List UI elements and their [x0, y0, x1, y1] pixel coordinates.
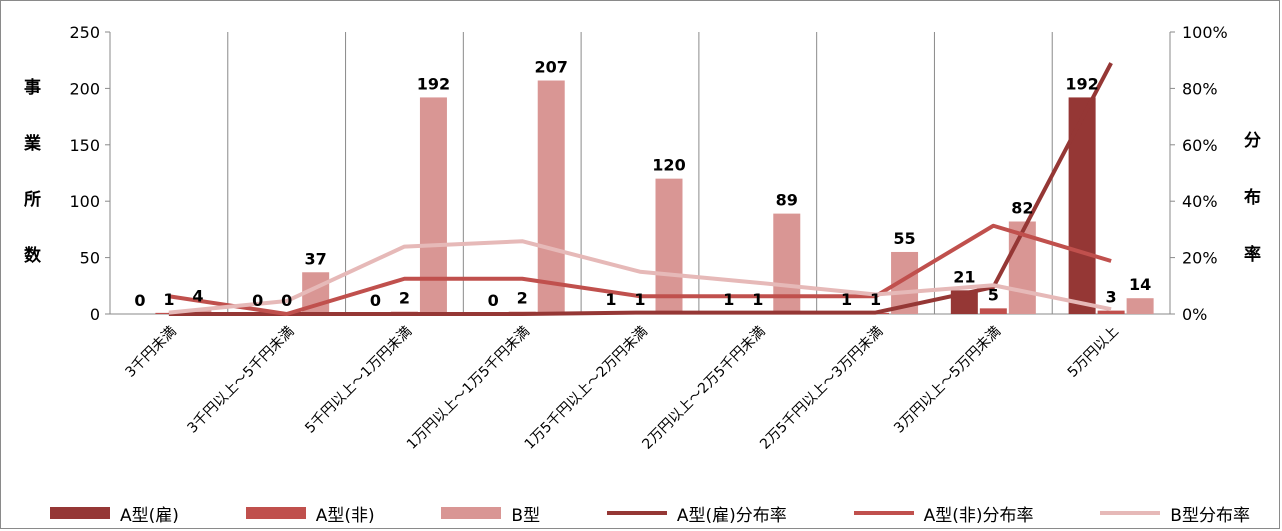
data-label: 120 — [652, 156, 685, 175]
data-label: 0 — [134, 291, 145, 310]
data-label: 0 — [370, 291, 381, 310]
data-label: 2 — [517, 289, 528, 308]
data-label: 4 — [192, 286, 203, 305]
y2-axis-title-char: 率 — [1244, 245, 1261, 265]
y2-axis-title-char: 分 — [1244, 131, 1261, 151]
x-tick-label: 2万円以上～2万5千円未満 — [639, 324, 768, 453]
legend-label: A型(雇)分布率 — [676, 505, 787, 526]
data-label: 1 — [752, 290, 763, 309]
legend: A型(雇) A型(非) B型 A型(雇)分布率 A型(非)分布率 B型分布率 — [50, 500, 1250, 526]
data-label: 14 — [1129, 275, 1151, 294]
legend-swatch — [853, 511, 914, 515]
y-tick-label: 150 — [69, 136, 100, 155]
data-label: 1 — [723, 290, 734, 309]
x-tick-label: 5千円以上～1万円未満 — [302, 324, 415, 437]
x-tick-label: 5万円以上 — [1065, 324, 1122, 381]
y2-axis-title-char: 布 — [1244, 188, 1261, 208]
y-axis-title-char: 所 — [24, 190, 41, 210]
y-tick-label: 100 — [69, 192, 100, 211]
data-label: 192 — [417, 74, 450, 93]
bar — [979, 308, 1007, 314]
data-label: 3 — [1106, 288, 1117, 307]
data-label: 207 — [535, 58, 568, 77]
y-tick-label: 250 — [69, 23, 100, 42]
legend-item: A型(雇) — [50, 501, 179, 526]
legend-swatch — [1100, 511, 1161, 515]
series-line — [168, 62, 1113, 316]
data-label: 82 — [1011, 199, 1033, 218]
y2-tick-label: 20% — [1182, 249, 1218, 268]
y-axis-title-char: 数 — [24, 246, 41, 266]
y-axis-title-char: 業 — [24, 134, 41, 154]
data-label: 1 — [605, 290, 616, 309]
bar — [1126, 298, 1154, 314]
legend-item: A型(非)分布率 — [853, 501, 1034, 526]
data-label: 0 — [281, 291, 292, 310]
data-label: 55 — [893, 229, 915, 248]
legend-label: A型(雇) — [120, 505, 179, 526]
y-axis-title-char: 事 — [24, 78, 41, 98]
data-label: 37 — [305, 249, 327, 268]
data-label: 1 — [870, 290, 881, 309]
y-tick-label: 50 — [80, 249, 100, 268]
bar — [419, 97, 447, 314]
y2-tick-label: 0% — [1182, 305, 1207, 324]
x-tick-label: 2万5千円以上～3万円未満 — [757, 324, 886, 453]
x-tick-label: 1万5千円以上～2万円未満 — [522, 324, 651, 453]
legend-item: B型分布率 — [1100, 501, 1250, 526]
legend-label: B型分布率 — [1170, 505, 1250, 526]
data-label: 0 — [252, 291, 263, 310]
data-label: 0 — [488, 291, 499, 310]
data-label: 1 — [634, 290, 645, 309]
bar — [773, 213, 801, 314]
x-tick-label: 3万円以上～5万円未満 — [891, 324, 1004, 437]
legend-item: B型 — [441, 501, 540, 526]
y-tick-label: 200 — [69, 79, 100, 98]
data-label: 2 — [399, 289, 410, 308]
x-tick-label: 1万円以上～1万5千円未満 — [404, 324, 533, 453]
x-tick-label: 3千円以上～5千円未満 — [184, 324, 297, 437]
legend-swatch — [441, 507, 502, 519]
bar — [1097, 310, 1125, 314]
series-line — [168, 239, 1112, 315]
data-label: 1 — [163, 290, 174, 309]
y-tick-label: 0 — [90, 305, 100, 324]
data-label: 21 — [953, 267, 975, 286]
bar — [655, 178, 683, 314]
legend-label: A型(非) — [315, 505, 375, 526]
data-label: 5 — [988, 285, 999, 304]
legend-swatch — [245, 507, 306, 519]
bar — [537, 80, 565, 314]
series-line — [168, 223, 1112, 316]
x-tick-label: 3千円未満 — [122, 324, 179, 381]
data-label: 89 — [776, 191, 798, 210]
legend-label: B型 — [511, 505, 541, 526]
legend-item: A型(雇)分布率 — [606, 501, 787, 526]
data-label: 1 — [841, 290, 852, 309]
legend-swatch — [50, 507, 110, 519]
legend-item: A型(非) — [245, 501, 375, 526]
y2-tick-label: 80% — [1182, 79, 1218, 98]
legend-swatch — [606, 511, 667, 515]
bar — [1068, 97, 1096, 314]
legend-label: A型(非)分布率 — [923, 505, 1034, 526]
y2-tick-label: 100% — [1182, 23, 1228, 42]
data-label: 192 — [1065, 74, 1098, 93]
y2-tick-label: 60% — [1182, 136, 1218, 155]
y2-tick-label: 40% — [1182, 192, 1218, 211]
